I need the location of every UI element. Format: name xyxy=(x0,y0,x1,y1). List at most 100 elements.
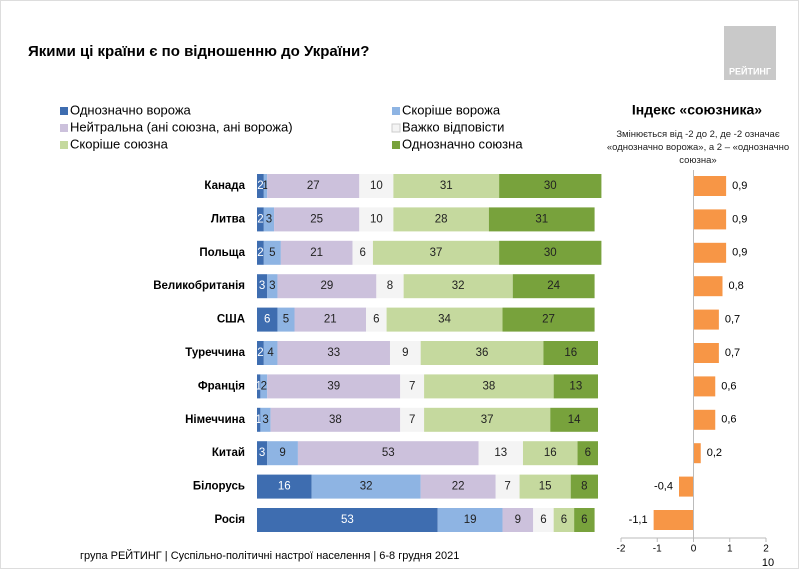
data-label: 27 xyxy=(307,180,320,192)
bar-segment xyxy=(553,374,598,399)
data-label: 25 xyxy=(310,213,323,225)
y-tick-label: Литва xyxy=(211,213,246,225)
data-label: 3 xyxy=(269,280,275,292)
bar-segment xyxy=(257,341,264,365)
data-label: 6 xyxy=(264,314,270,326)
bar-segment xyxy=(257,474,312,499)
bar xyxy=(693,376,716,397)
bar xyxy=(693,309,719,330)
data-label: 6 xyxy=(561,514,567,526)
bar xyxy=(693,276,723,297)
bar-segment xyxy=(270,407,401,432)
bar-segment xyxy=(257,207,264,232)
x-tick-label: 1 xyxy=(727,544,733,555)
bar-segment xyxy=(577,441,598,466)
chart-title: Якими ці країни є по відношенню до Украї… xyxy=(28,43,369,60)
data-label: 37 xyxy=(481,414,494,426)
bar-segment xyxy=(366,307,387,332)
bar-segment xyxy=(311,474,421,499)
bar-segment xyxy=(533,508,554,532)
data-label: 9 xyxy=(279,447,285,459)
bar-segment xyxy=(502,508,534,532)
data-label: 31 xyxy=(440,180,453,192)
bar-segment xyxy=(437,508,503,532)
data-label: 16 xyxy=(564,347,577,359)
legend-label: Нейтральна (ані союзна, ані ворожа) xyxy=(70,119,293,134)
data-label: 6 xyxy=(540,514,546,526)
data-label: -0,4 xyxy=(654,481,673,493)
data-label: 30 xyxy=(544,247,557,259)
data-label: -1,1 xyxy=(629,514,648,526)
bar-segment xyxy=(512,274,595,299)
data-label: 3 xyxy=(266,213,272,225)
bar-segment xyxy=(267,374,401,399)
bar xyxy=(693,409,716,430)
data-label: 10 xyxy=(370,180,383,192)
data-label: 14 xyxy=(568,414,581,426)
data-label: 32 xyxy=(452,280,465,292)
x-tick-label: 0 xyxy=(691,544,697,555)
bar-segment xyxy=(260,407,271,432)
bar-segment xyxy=(424,407,551,432)
bar-segment xyxy=(263,341,278,365)
data-label: 34 xyxy=(438,314,451,326)
y-tick-label: Туреччина xyxy=(185,347,245,359)
data-label: 8 xyxy=(581,481,587,493)
data-label: 5 xyxy=(283,314,289,326)
bar-segment xyxy=(359,174,394,198)
x-tick-label: 2 xyxy=(763,544,769,555)
legend-label: Важко відповісти xyxy=(402,119,504,134)
data-label: 7 xyxy=(409,414,415,426)
legend-swatch xyxy=(392,141,400,149)
bar-segment xyxy=(280,240,353,265)
bar-segment xyxy=(499,240,602,265)
bar-segment xyxy=(386,307,503,332)
data-label: 24 xyxy=(547,280,560,292)
bar-segment xyxy=(257,407,261,432)
y-tick-label: Білорусь xyxy=(193,481,245,493)
bar-segment xyxy=(257,508,438,532)
bar-segment xyxy=(359,207,394,232)
index-subtitle: Змінюється від -2 до 2, де -2 означає «о… xyxy=(606,129,790,166)
bar-segment xyxy=(372,240,500,265)
bar-segment xyxy=(263,174,268,198)
bar-segment xyxy=(519,474,571,499)
bar-segment xyxy=(393,174,500,198)
data-label: 6 xyxy=(581,514,587,526)
bar-segment xyxy=(495,474,520,499)
data-label: 36 xyxy=(476,347,489,359)
data-label: 53 xyxy=(341,514,354,526)
bar-segment xyxy=(277,341,390,365)
y-tick-label: Великобританія xyxy=(153,280,245,292)
bar-segment xyxy=(267,174,360,198)
data-label: 9 xyxy=(515,514,521,526)
bar-segment xyxy=(267,274,278,299)
bar-segment xyxy=(550,407,598,432)
data-label: 2 xyxy=(261,380,267,392)
data-label: 0,9 xyxy=(732,180,747,192)
data-label: 15 xyxy=(539,481,552,493)
bar-segment xyxy=(420,341,544,365)
data-label: 1 xyxy=(256,380,262,392)
data-label: 33 xyxy=(327,347,340,359)
bar-segment xyxy=(478,441,523,466)
y-tick-label: Китай xyxy=(212,447,245,459)
y-tick-label: США xyxy=(217,314,245,326)
bar-segment xyxy=(502,307,595,332)
bar-segment xyxy=(400,374,425,399)
bar xyxy=(679,476,694,497)
y-tick-label: Німеччина xyxy=(185,414,245,426)
y-tick-label: Польща xyxy=(199,247,245,259)
data-label: 32 xyxy=(360,481,373,493)
data-label: 2 xyxy=(257,247,263,259)
page-number: 10 xyxy=(762,557,774,569)
y-tick-label: Канада xyxy=(204,180,245,192)
data-label: 0,8 xyxy=(729,280,744,292)
data-label: 29 xyxy=(321,280,334,292)
bar-segment xyxy=(424,374,554,399)
data-label: 10 xyxy=(370,213,383,225)
data-label: 6 xyxy=(585,447,591,459)
bar-segment xyxy=(257,274,268,299)
